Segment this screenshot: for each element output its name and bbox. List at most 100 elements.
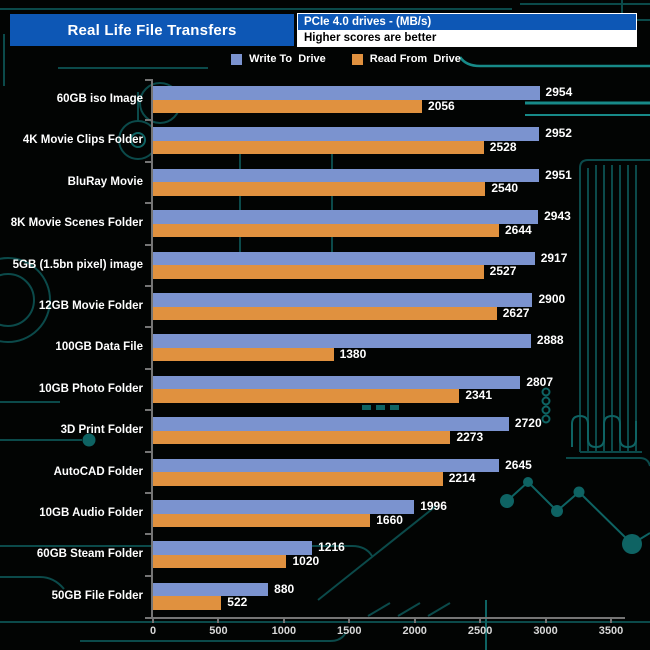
x-tick-label: 500 bbox=[209, 625, 228, 637]
category-label: AutoCAD Folder bbox=[53, 465, 143, 478]
write-value-label: 2720 bbox=[514, 416, 542, 431]
read-value-label: 1020 bbox=[292, 553, 320, 568]
write-bar bbox=[153, 251, 535, 266]
y-axis-cap bbox=[145, 79, 152, 81]
y-tick-mark bbox=[145, 119, 152, 122]
read-value-label: 2627 bbox=[502, 305, 530, 320]
y-tick-mark bbox=[145, 450, 152, 453]
x-tick-label: 0 bbox=[149, 625, 157, 637]
read-value-label: 2273 bbox=[456, 429, 484, 444]
chart-title-box: Real Life File Transfers bbox=[10, 14, 294, 46]
read-bar bbox=[153, 430, 451, 445]
x-tick-mark bbox=[282, 619, 285, 623]
category-label: 50GB File Folder bbox=[51, 589, 143, 602]
legend-item: Read From Drive bbox=[351, 53, 461, 65]
info-box: PCIe 4.0 drives - (MB/s) Higher scores a… bbox=[297, 13, 637, 47]
y-tick-mark bbox=[145, 492, 152, 494]
y-axis-line bbox=[151, 79, 153, 619]
category-label: 12GB Movie Folder bbox=[38, 300, 143, 312]
write-value-label: 1216 bbox=[318, 540, 345, 555]
read-bar bbox=[153, 596, 222, 610]
write-bar bbox=[153, 86, 540, 100]
read-value-label: 2527 bbox=[489, 264, 517, 279]
x-tick-mark bbox=[610, 619, 612, 623]
x-tick-label: 1500 bbox=[337, 625, 362, 637]
write-value-label: 1996 bbox=[420, 499, 447, 513]
write-bar bbox=[153, 375, 521, 390]
write-value-label: 880 bbox=[274, 581, 295, 596]
read-value-label: 2540 bbox=[491, 181, 519, 196]
legend-label: Write To Drive bbox=[249, 53, 326, 65]
read-value-label: 2341 bbox=[465, 388, 493, 403]
read-value-label: 2056 bbox=[428, 98, 455, 113]
write-bar bbox=[153, 293, 533, 307]
write-value-label: 2943 bbox=[544, 209, 571, 224]
write-value-label: 2951 bbox=[545, 167, 572, 182]
category-label: 5GB (1.5bn pixel) image bbox=[12, 258, 143, 271]
category-label: 60GB Steam Folder bbox=[36, 548, 143, 561]
read-bar bbox=[153, 306, 497, 320]
write-bar bbox=[153, 541, 313, 555]
category-label: 100GB Data File bbox=[55, 341, 143, 354]
write-bar bbox=[153, 127, 540, 141]
read-value-label: 2528 bbox=[489, 139, 517, 154]
y-tick-mark bbox=[145, 243, 152, 246]
y-tick-mark bbox=[145, 574, 152, 577]
write-bar bbox=[153, 334, 531, 348]
read-bar bbox=[153, 223, 499, 238]
read-bar bbox=[153, 99, 423, 113]
x-tick-label: 1000 bbox=[271, 625, 297, 637]
x-tick-label: 2000 bbox=[402, 625, 427, 637]
write-value-label: 2952 bbox=[545, 126, 572, 141]
write-value-label: 2900 bbox=[538, 292, 566, 306]
legend-swatch-read bbox=[351, 53, 363, 65]
write-value-label: 2888 bbox=[536, 333, 564, 348]
category-label: BluRay Movie bbox=[67, 175, 143, 188]
y-tick-mark bbox=[145, 285, 152, 287]
y-tick-mark bbox=[145, 409, 152, 412]
y-tick-mark bbox=[145, 326, 152, 329]
read-value-label: 1380 bbox=[339, 346, 367, 361]
read-bar bbox=[153, 389, 460, 403]
read-bar bbox=[153, 182, 486, 196]
read-bar bbox=[153, 513, 371, 527]
x-tick-mark bbox=[413, 619, 416, 623]
read-value-label: 1660 bbox=[376, 512, 403, 527]
category-label: 4K Movie Clips Folder bbox=[22, 134, 143, 147]
write-bar bbox=[153, 582, 269, 597]
write-value-label: 2954 bbox=[545, 85, 573, 99]
x-tick-mark bbox=[217, 619, 220, 623]
read-bar bbox=[153, 265, 484, 279]
write-bar bbox=[153, 168, 540, 183]
x-tick-label: 2500 bbox=[467, 625, 493, 637]
write-value-label: 2807 bbox=[526, 374, 554, 389]
read-value-label: 522 bbox=[227, 595, 248, 610]
y-tick-mark bbox=[145, 160, 152, 163]
x-tick-label: 3000 bbox=[533, 625, 558, 637]
write-value-label: 2645 bbox=[505, 457, 532, 472]
x-axis-line bbox=[145, 617, 625, 619]
chart-legend: Write To Drive Read From Drive bbox=[0, 53, 650, 65]
x-tick-mark bbox=[152, 619, 154, 623]
category-label: 8K Movie Scenes Folder bbox=[10, 217, 143, 230]
write-bar bbox=[153, 417, 509, 431]
category-label: 60GB iso Image bbox=[56, 93, 143, 105]
x-tick-mark bbox=[544, 619, 547, 623]
x-tick-label: 3500 bbox=[598, 625, 624, 637]
legend-item: Write To Drive bbox=[231, 53, 326, 65]
read-value-label: 2644 bbox=[504, 222, 532, 237]
read-bar bbox=[153, 347, 334, 362]
x-tick-mark bbox=[479, 619, 482, 623]
read-value-label: 2214 bbox=[448, 471, 476, 486]
chart-title: Real Life File Transfers bbox=[67, 21, 237, 39]
write-bar bbox=[153, 458, 500, 473]
write-value-label: 2917 bbox=[540, 250, 568, 265]
read-bar bbox=[153, 554, 287, 569]
category-label: 10GB Photo Folder bbox=[38, 382, 143, 395]
x-tick-mark bbox=[348, 619, 351, 623]
info-subtitle: PCIe 4.0 drives - (MB/s) bbox=[298, 14, 636, 30]
y-tick-mark bbox=[145, 202, 152, 205]
